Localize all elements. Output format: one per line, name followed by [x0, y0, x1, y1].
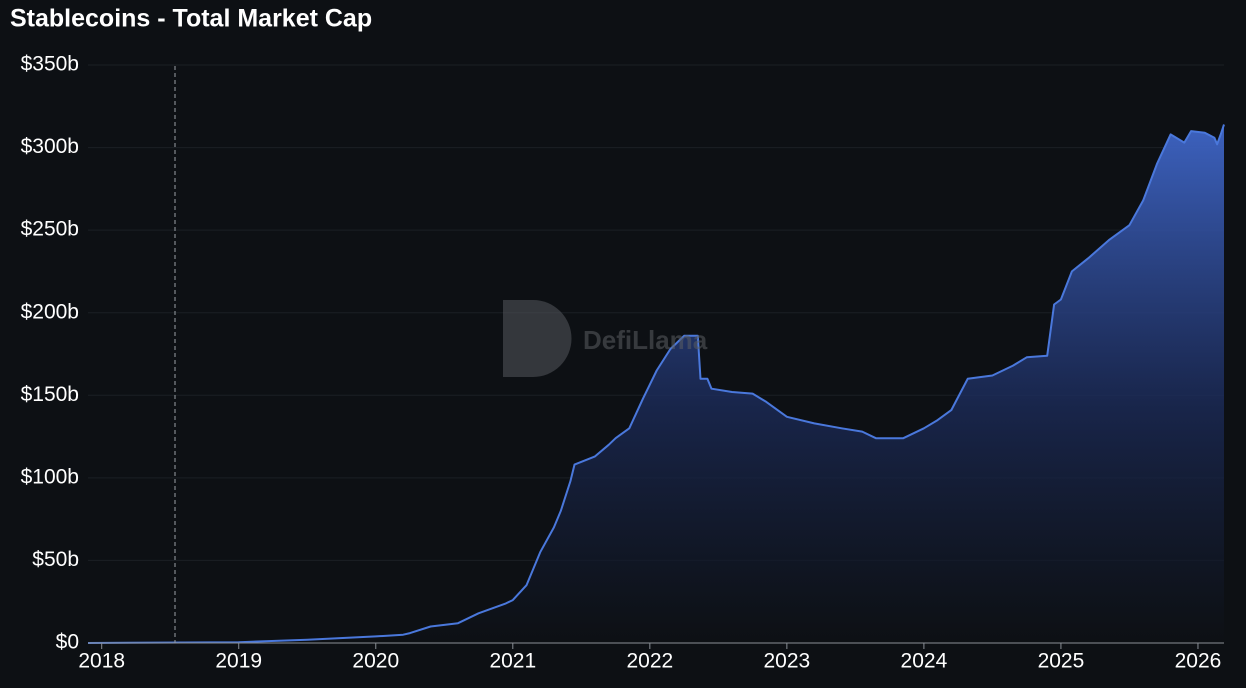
- plot: [87, 124, 1225, 644]
- watermark-logo: [503, 300, 572, 377]
- x-tick-label: 2025: [1038, 650, 1085, 673]
- x-tick-label: 2019: [215, 650, 262, 673]
- y-tick-label: $300b: [21, 135, 79, 158]
- y-tick-label: $150b: [21, 383, 79, 406]
- y-tick-label: $0: [56, 631, 79, 654]
- x-tick-label: 2022: [626, 650, 673, 673]
- y-tick-label: $350b: [21, 53, 79, 76]
- x-tick-label: 2023: [764, 650, 811, 673]
- watermark: DefiLlama: [503, 300, 708, 377]
- x-tick-label: 2018: [78, 650, 125, 673]
- x-tick-label: 2026: [1175, 650, 1222, 673]
- chart-title: Stablecoins - Total Market Cap: [10, 5, 372, 33]
- x-tick-label: 2021: [489, 650, 536, 673]
- y-tick-label: $200b: [21, 300, 79, 323]
- y-tick-label: $250b: [21, 218, 79, 241]
- y-tick-label: $100b: [21, 465, 79, 488]
- y-tick-label: $50b: [32, 548, 79, 571]
- x-tick-label: 2024: [901, 650, 948, 673]
- x-tick-label: 2020: [352, 650, 399, 673]
- watermark-text: DefiLlama: [583, 325, 708, 355]
- area: [88, 124, 1224, 643]
- axes: $0 $50b $100b $150b $200b $250b $300b $350b 2018…: [21, 53, 1224, 673]
- line: [87, 124, 1225, 644]
